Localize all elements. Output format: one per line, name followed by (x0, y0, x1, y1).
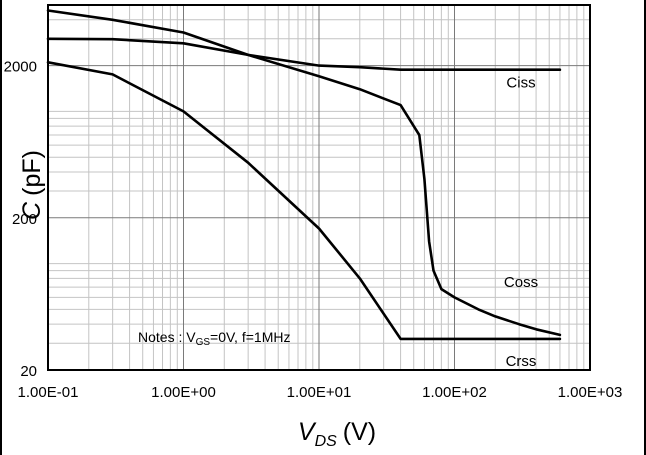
series-line-ciss (46, 37, 562, 71)
series-label-crss: Crss (506, 353, 537, 370)
series-lines (46, 9, 562, 341)
y-tick-label: 20 (20, 363, 37, 380)
series-line-coss (46, 9, 562, 337)
series-labels: Ciss Coss Crss (504, 75, 538, 370)
x-tick-label: 1.00E+03 (558, 384, 623, 401)
series-label-ciss: Ciss (506, 75, 535, 92)
x-tick-label: 1.00E+01 (287, 384, 352, 401)
x-axis-title: VDS (V) (298, 418, 376, 450)
y-tick-labels: 20 200 2000 (4, 59, 37, 380)
series-line-crss (46, 60, 562, 341)
x-tick-label: 1.00E+02 (422, 384, 487, 401)
series-label-coss: Coss (504, 274, 538, 291)
test-conditions-note: Notes : VGS=0V, f=1MHz (138, 329, 290, 348)
y-tick-label: 2000 (4, 59, 37, 76)
y-axis-title: C(pF) (18, 150, 46, 220)
x-tick-labels: 1.00E-01 1.00E+00 1.00E+01 1.00E+02 1.00E+03 (18, 384, 623, 401)
x-tick-label: 1.00E+00 (151, 384, 216, 401)
y-tick-label: 200 (12, 211, 37, 228)
plot-area-border (47, 4, 591, 371)
x-tick-label: 1.00E-01 (18, 384, 79, 401)
